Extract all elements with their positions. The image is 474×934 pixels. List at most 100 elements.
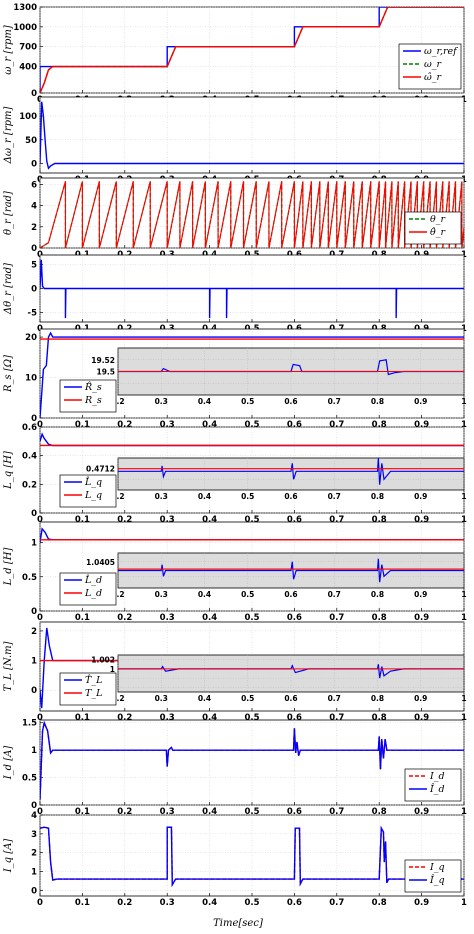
x-tick-label: 0.4 [202,713,217,723]
y-axis-label: I_d [A] [3,746,14,781]
y-tick-label: 20 [25,333,37,343]
y-tick-label: 50 [25,136,37,146]
x-tick-label: 0.6 [287,515,302,525]
x-tick-label: 0.5 [244,898,259,908]
inset-x-tick-label: 0.4 [198,397,211,406]
inset-x-tick-label: 0.7 [328,492,341,501]
y-axis-label: θ_r [rad] [3,191,14,235]
series-group [40,7,464,93]
y-axis-label: R_s [Ω] [3,355,14,393]
x-tick-label: 0.3 [160,807,175,817]
inset-series [118,664,464,679]
y-tick-label: 2 [31,627,37,637]
panel-speed: 00.10.20.30.40.50.60.70.80.9104007001000… [3,3,467,105]
x-tick-label: 0.9 [414,515,429,525]
y-axis-label: I_q [A] [3,839,14,874]
series-line-1 [40,181,464,248]
y-tick-label: 6 [31,180,37,190]
legend-box [404,859,462,893]
legend-label: L_d [84,588,102,599]
series-group [40,101,464,170]
series-line-1 [40,720,464,800]
x-tick-label: 0.3 [160,898,175,908]
y-axis-label: Δω_r [rpm] [3,107,14,165]
x-tick-label: 0.8 [372,420,387,430]
inset-x-tick-label: 0.6 [284,590,297,599]
x-tick-label: 0.1 [75,898,90,908]
y-tick-label: 0 [31,509,37,519]
inset-x-tick-label: 0.3 [155,590,168,599]
x-tick-label: 0.4 [202,898,217,908]
x-tick-label: 0.2 [117,807,132,817]
legend-TL: T̂_L T_L [59,672,117,706]
legend-label: ω_r [424,59,442,70]
x-tick-label: 0.9 [414,713,429,723]
y-tick-label: 1 [31,539,37,549]
x-tick-label: 1 [461,515,467,525]
inset-x-tick-label: 0.5 [241,590,254,599]
inset-x-tick-label: 0.9 [414,397,427,406]
series-line-0 [40,259,464,319]
x-tick-label: 0.1 [75,515,90,525]
inset-series [118,458,464,485]
legend-label: T_L [85,688,102,699]
x-tick-label: 1 [461,420,467,430]
x-tick-label: 0.2 [117,515,132,525]
x-tick-label: 0.1 [75,613,90,623]
x-tick-label: 0.5 [244,613,259,623]
inset-Ld: 0.20.30.40.50.60.70.80.911.041.0405 [86,552,467,599]
legend-label: L_q [84,490,102,501]
y-tick-label: -5 [28,308,38,318]
y-tick-label: 0.4 [22,452,37,462]
x-tick-label: 0.4 [202,515,217,525]
y-tick-label: 4 [31,811,37,821]
x-tick-label: 0.7 [329,420,344,430]
inset-x-tick-label: 0.4 [198,694,211,703]
legend-Lq: L̂_q L_q [59,474,117,508]
panel-Id: 0 0.1 0.2 0.3 0.4 0.5 0.6 0.7 0.8 0.9 1 0 0.5 1 1.5 I_d… [3,719,467,817]
x-tick-label: 0.4 [202,420,217,430]
y-axis-label: L_d [H] [3,548,14,587]
y-tick-label: 10 [25,374,37,384]
x-tick-label: 0.1 [75,713,90,723]
legend-label: ω̂_r [424,72,442,83]
x-tick-label: 0.8 [372,515,387,525]
inset-x-tick-label: 0.8 [371,694,384,703]
y-tick-label: 1.5 [22,719,37,729]
x-tick-label: 0.1 [75,807,90,817]
x-tick-label: 0.2 [117,713,132,723]
inset-x-tick-label: 0.8 [371,397,384,406]
x-tick-label: 1 [461,713,467,723]
legend-label: T̂_L [85,674,102,686]
y-tick-label: 0.5 [22,774,37,784]
panel-TL: 0 0.1 0.2 0.3 0.4 0.5 0.6 0.7 0.8 0.9 1 0 1 2 T_L [N.m… [3,621,467,723]
series-line-0 [40,331,464,418]
inset-x-tick-label: 0.2 [111,694,124,703]
legend-label: θ̂_r [430,227,446,238]
inset-x-tick-label: 0.2 [111,492,124,501]
x-tick-label: 0.7 [329,515,344,525]
x-tick-label: 0.6 [287,713,302,723]
legend-speed: ω_r,ref ω_r ω̂_r [398,43,462,90]
y-tick-label: 0 [31,89,37,99]
legend-box [404,768,462,802]
panel-Ld: 0 0.1 0.2 0.3 0.4 0.5 0.6 0.7 0.8 0.9 1 0 0.5 1 L_d [H… [3,521,467,623]
inset-x-tick-label: 1 [461,492,466,501]
x-tick-label: 1 [461,807,467,817]
inset-x-tick-label: 0.6 [284,492,297,501]
x-tick-label: 0.7 [329,613,344,623]
legend-label: L̂_q [84,476,102,488]
legend-Id: I_dÎ_d [404,768,462,802]
series-group [40,181,464,248]
inset-Lq: 0.20.30.40.50.60.70.80.910.4710.4712 [86,457,467,501]
legend-box [59,379,117,413]
x-tick-label: 0.2 [117,613,132,623]
inset-x-tick-label: 0.9 [414,694,427,703]
x-tick-label: 0.6 [287,898,302,908]
panel-speed_err: 00.10.20.30.40.50.60.70.80.91050100Δω_r … [3,96,467,185]
inset-y-tick-label: 19.5 [96,368,115,377]
x-tick-label: 0.3 [160,420,175,430]
inset-x-tick-label: 0.5 [241,694,254,703]
